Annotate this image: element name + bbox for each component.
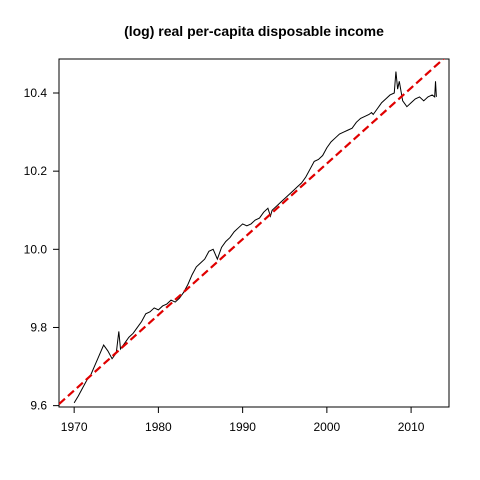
- axes: 1970 1980 1990 2000 2010 9.6 9.8 10.0 10.2 10.4: [24, 58, 450, 434]
- x-tick-label: 1970: [61, 420, 88, 434]
- chart-title: (log) real per-capita disposable income: [124, 23, 384, 39]
- series-layer: [59, 59, 445, 405]
- x-tick-label: 1990: [229, 420, 256, 434]
- y-tick-label: 10.0: [24, 242, 48, 256]
- x-tick-label: 2000: [314, 420, 341, 434]
- x-tick-label: 2010: [398, 420, 425, 434]
- income-series-line: [73, 71, 437, 404]
- y-tick-label: 10.4: [24, 86, 48, 100]
- plot-frame: [58, 58, 450, 408]
- y-tick-label: 9.8: [30, 320, 47, 334]
- y-tick-label: 10.2: [24, 164, 48, 178]
- x-tick-label: 1980: [145, 420, 172, 434]
- trend-line: [59, 59, 445, 405]
- y-tick-label: 9.6: [30, 399, 47, 413]
